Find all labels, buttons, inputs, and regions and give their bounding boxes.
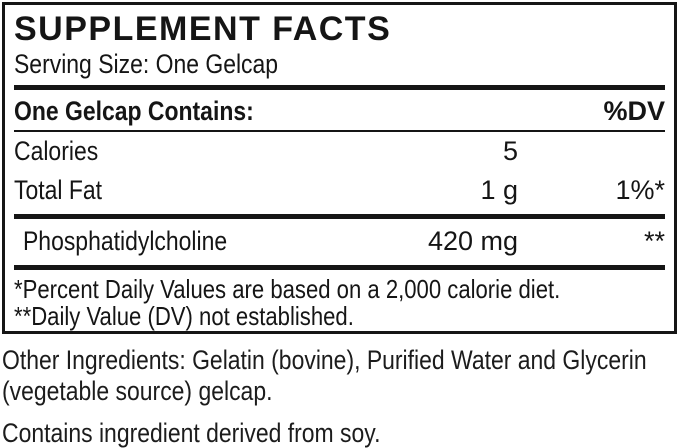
serving-size: Serving Size: One Gelcap — [14, 48, 665, 81]
divider-thin — [14, 130, 665, 132]
facts-box: SUPPLEMENT FACTS Serving Size: One Gelca… — [2, 2, 677, 334]
contains-statement: Contains ingredient derived from soy. — [2, 418, 381, 448]
divider-thick-mid — [14, 214, 665, 219]
divider-thick-top — [14, 85, 665, 90]
table-row-total-fat: Total Fat 1 g 1%* — [14, 171, 665, 210]
serving-size-text: Serving Size: One Gelcap — [14, 49, 279, 79]
other-ingredients: Other Ingredients: Gelatin (bovine), Pur… — [2, 345, 679, 407]
row-name: Total Fat — [14, 175, 103, 205]
row-name: Phosphatidylcholine — [23, 226, 228, 256]
footnote-percent-dv: *Percent Daily Values are based on a 2,0… — [14, 274, 561, 304]
footnotes: *Percent Daily Values are based on a 2,0… — [14, 276, 665, 330]
divider-thick-bottom — [14, 265, 665, 270]
row-amount: 1 g — [480, 175, 518, 205]
table-row-phosphatidylcholine: Phosphatidylcholine 420 mg ** — [14, 222, 665, 261]
row-name: Calories — [14, 136, 99, 166]
row-amount: 5 — [502, 136, 518, 166]
dv-header: %DV — [603, 96, 665, 126]
table-header: One Gelcap Contains: %DV — [14, 93, 665, 129]
other-ingredients-line-1: Other Ingredients: Gelatin (bovine), Pur… — [2, 345, 647, 375]
facts-title: SUPPLEMENT FACTS — [14, 10, 392, 48]
row-dv: 1%* — [615, 175, 665, 205]
other-ingredients-line-2: (vegetable source) gelcap. — [2, 376, 273, 406]
row-amount: 420 mg — [427, 226, 518, 256]
contains-header: One Gelcap Contains: — [14, 96, 254, 126]
footnote-dv-not-established: **Daily Value (DV) not established. — [14, 301, 354, 331]
table-row-calories: Calories 5 — [14, 132, 665, 171]
row-dv: ** — [643, 226, 665, 256]
